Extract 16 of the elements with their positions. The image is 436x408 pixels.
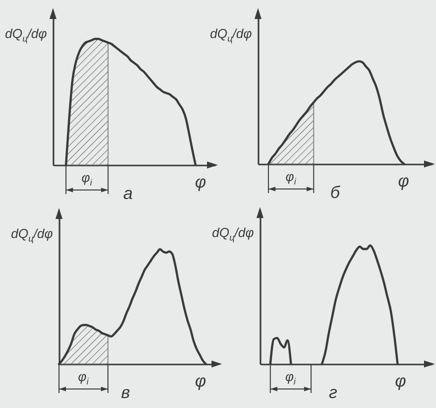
x-axis-title: φ — [194, 172, 206, 192]
text: г — [328, 383, 338, 402]
text: φ$_{i}$ — [286, 169, 296, 187]
x-axis-title: φ — [394, 372, 406, 390]
y-axis-title: dQ$_{ц}$/dφ — [11, 226, 53, 244]
y-axis-title: dQ$_{ц}$/dφ — [210, 26, 252, 44]
y-axis-title: dQ$_{ц}$/dφ — [212, 225, 254, 243]
text: в — [121, 383, 130, 402]
x-axis-title: φ — [398, 172, 410, 190]
text: а — [123, 184, 133, 203]
text: б — [330, 183, 342, 202]
text: φ$_{i}$ — [82, 170, 92, 188]
text: φ$_{i}$ — [285, 369, 296, 387]
y-axis-title: dQ$_{ц}$/dφ — [5, 26, 47, 44]
text: φ$_{i}$ — [78, 369, 88, 387]
x-axis-title: φ — [194, 372, 206, 390]
